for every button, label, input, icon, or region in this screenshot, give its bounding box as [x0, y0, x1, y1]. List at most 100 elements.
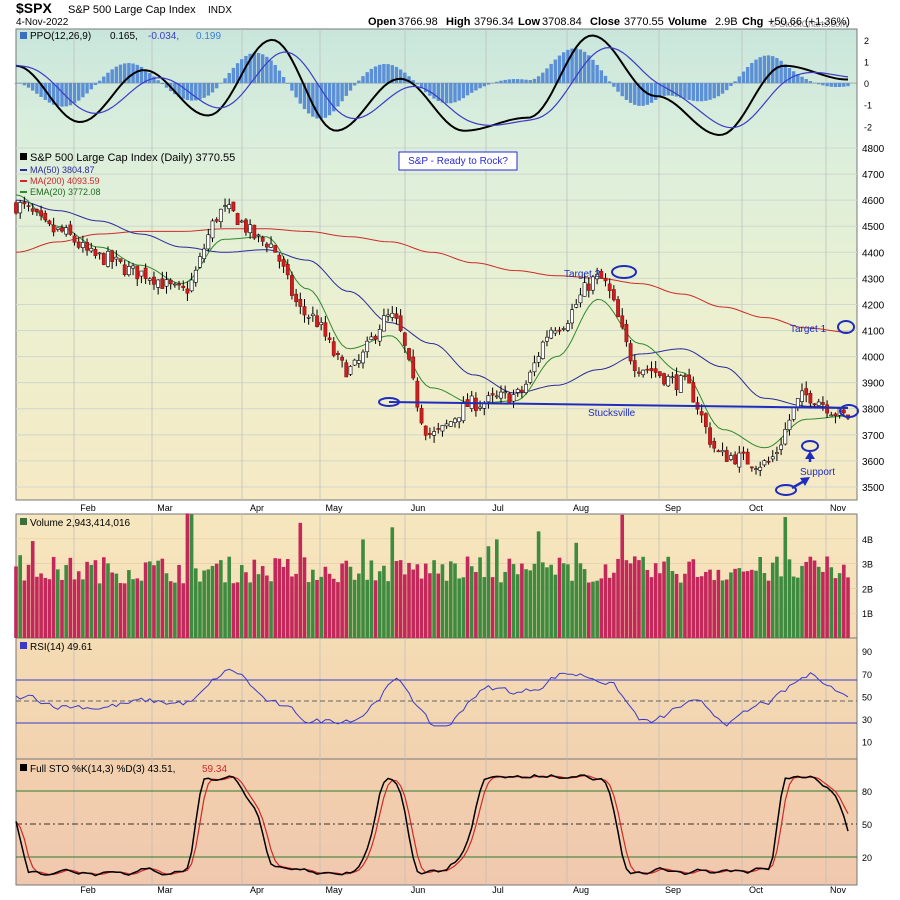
- ppo-hist-bar: [482, 83, 486, 87]
- ppo-hist-bar: [628, 83, 633, 103]
- ppo-hist-bar: [791, 71, 796, 84]
- candle: [156, 279, 161, 295]
- price-label: S&P 500 Large Cap Index (Daily) 3770.55: [30, 152, 235, 164]
- volume-bar: [804, 561, 808, 638]
- candle: [323, 315, 328, 341]
- ppo-value: 0.165,: [110, 31, 138, 42]
- volume-bar: [699, 576, 704, 638]
- candle: [578, 287, 583, 308]
- candle: [93, 246, 98, 259]
- close-label: Close: [590, 16, 620, 28]
- candle: [185, 281, 190, 302]
- rsi-tick-label: 30: [862, 715, 872, 725]
- candle: [574, 299, 579, 309]
- volume-bar: [833, 578, 838, 638]
- volume-bar: [474, 571, 478, 638]
- volume-bar: [515, 574, 520, 638]
- candle: [536, 351, 541, 368]
- candle: [428, 427, 432, 439]
- volume-bar: [683, 573, 687, 638]
- volume-bar: [277, 558, 282, 638]
- ppo-hist-bar: [210, 83, 215, 93]
- ppo-hist-bar: [641, 83, 645, 106]
- month-label: Sep: [665, 885, 681, 895]
- ppo-hist-bar: [658, 83, 662, 98]
- candle: [662, 372, 666, 386]
- annotation-title: S&P - Ready to Rock?: [408, 156, 508, 167]
- volume-label: Volume: [668, 16, 707, 28]
- ppo-hist-bar: [607, 81, 612, 84]
- ppo-hist-bar: [35, 83, 39, 94]
- volume-bar: [770, 562, 775, 638]
- ppo-hist-bar: [269, 60, 273, 84]
- candle: [336, 350, 340, 361]
- candle: [766, 456, 771, 465]
- volume-bar: [114, 573, 119, 638]
- ppo-hist-bar: [465, 83, 470, 96]
- ppo-legend: PPO(12,26,9) 0.165, -0.034, 0.199: [20, 31, 221, 42]
- candle: [402, 331, 407, 353]
- price-tick-label: 4700: [862, 170, 885, 181]
- ppo-hist-bar: [432, 83, 436, 99]
- price-legend: S&P 500 Large Cap Index (Daily) 3770.55 …: [20, 152, 235, 197]
- ppo-hist-bar: [461, 83, 466, 99]
- candle: [432, 426, 436, 443]
- volume-bar: [18, 555, 22, 638]
- price-panel: [15, 147, 858, 501]
- ppo-hist-bar: [394, 66, 399, 84]
- ppo-hist-bar: [436, 83, 440, 101]
- ppo-hist-bar: [779, 60, 783, 84]
- volume-bar: [122, 583, 127, 638]
- candle: [607, 278, 612, 299]
- security-name: S&P 500 Large Cap Index: [68, 4, 196, 16]
- ppo-hist-bar: [842, 83, 846, 87]
- volume-bar: [290, 576, 294, 638]
- ppo-hist-bar: [528, 80, 532, 84]
- ppo-hist-bar: [741, 71, 746, 84]
- volume-bar: [499, 582, 503, 638]
- month-label: Feb: [80, 503, 96, 513]
- volume-bar: [808, 556, 813, 638]
- ppo-hist-bar: [490, 83, 495, 84]
- ppo-hist-bar: [51, 83, 56, 105]
- ppo-hist-bar: [524, 79, 528, 84]
- ppo-hist-bar: [812, 82, 817, 84]
- candle: [783, 422, 788, 446]
- high-label: High: [446, 16, 471, 28]
- candle: [139, 270, 144, 284]
- volume-bar: [704, 571, 708, 638]
- volume-bar: [193, 568, 198, 638]
- candle: [423, 425, 428, 441]
- volume-bar: [478, 557, 482, 638]
- candle: [749, 466, 754, 472]
- price-tick-label: 3800: [862, 405, 885, 416]
- month-label: May: [325, 885, 343, 895]
- volume-bar: [260, 566, 265, 638]
- ppo-hist-bar: [453, 83, 457, 103]
- candle: [800, 383, 804, 407]
- ppo-hist-bar: [687, 83, 691, 100]
- volume-bar: [724, 579, 729, 638]
- ppo-hist-bar: [118, 64, 123, 84]
- volume-bar: [206, 569, 211, 638]
- ppo-hist-bar: [536, 76, 541, 84]
- ppo-hist-bar: [411, 80, 415, 84]
- ppo-hist-bar: [365, 72, 369, 84]
- month-label: Nov: [830, 885, 847, 895]
- ppo-hist-bar: [336, 83, 340, 107]
- ppo-hist-bar: [603, 75, 608, 84]
- volume-bar: [47, 579, 52, 638]
- volume-bar: [561, 563, 566, 638]
- volume-bar: [265, 575, 269, 638]
- volume-label: Volume 2,943,414,016: [30, 518, 131, 529]
- ppo-hist-bar: [382, 63, 386, 84]
- ppo-hist-bar: [286, 83, 290, 84]
- ppo-hist-bar: [177, 83, 181, 97]
- ppo-hist-bar: [244, 55, 248, 84]
- volume-bar: [160, 558, 165, 638]
- ppo-hist-bar: [164, 83, 169, 88]
- ppo-hist-bar: [633, 83, 637, 105]
- ppo-hist-bar: [403, 72, 407, 84]
- volume-bar: [482, 577, 487, 638]
- candle: [737, 445, 742, 473]
